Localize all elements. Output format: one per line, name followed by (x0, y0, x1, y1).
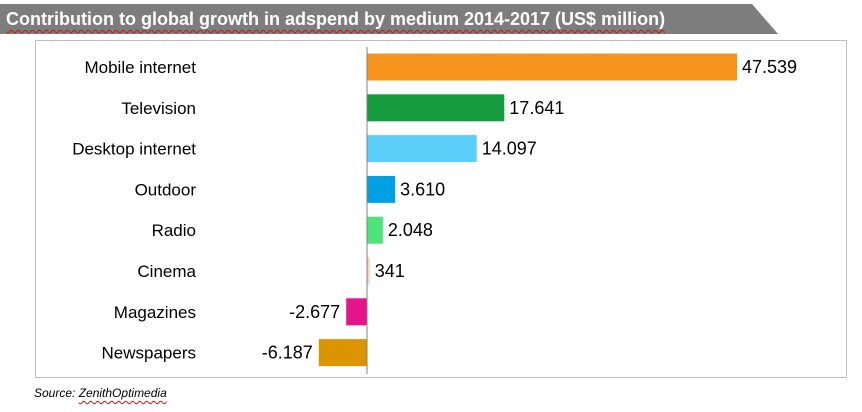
bar-mobile-internet (367, 53, 737, 81)
bar-cinema (367, 257, 370, 285)
category-label-television: Television (121, 99, 196, 118)
source-name: ZenithOptimedia (78, 386, 167, 400)
value-label-radio: 2.048 (388, 220, 433, 240)
value-label-magazines: -2.677 (289, 302, 340, 322)
bar-radio (367, 216, 383, 244)
category-label-outdoor: Outdoor (135, 180, 197, 199)
value-label-television: 17.641 (509, 98, 564, 118)
bar-desktop-internet (367, 135, 477, 163)
value-label-mobile-internet: 47.539 (742, 57, 797, 77)
source-note: Source: ZenithOptimedia (34, 386, 167, 400)
value-label-desktop-internet: 14.097 (482, 139, 537, 159)
category-label-newspapers: Newspapers (102, 344, 197, 363)
bar-magazines (346, 298, 367, 326)
category-label-desktop-internet: Desktop internet (72, 140, 196, 159)
value-label-newspapers: -6.187 (262, 343, 313, 363)
value-label-outdoor: 3.610 (400, 179, 445, 199)
chart-title: Contribution to global growth in adspend… (6, 9, 666, 29)
bar-outdoor (367, 175, 396, 203)
bar-television (367, 94, 505, 122)
chart-title-banner: Contribution to global growth in adspend… (0, 4, 778, 34)
bar-newspapers (318, 339, 367, 367)
value-label-cinema: 341 (375, 261, 405, 281)
category-label-radio: Radio (152, 221, 196, 240)
chart-frame (35, 40, 847, 378)
category-label-cinema: Cinema (137, 262, 196, 281)
category-label-mobile-internet: Mobile internet (84, 58, 196, 77)
source-prefix: Source: (34, 386, 76, 400)
category-label-magazines: Magazines (114, 303, 196, 322)
